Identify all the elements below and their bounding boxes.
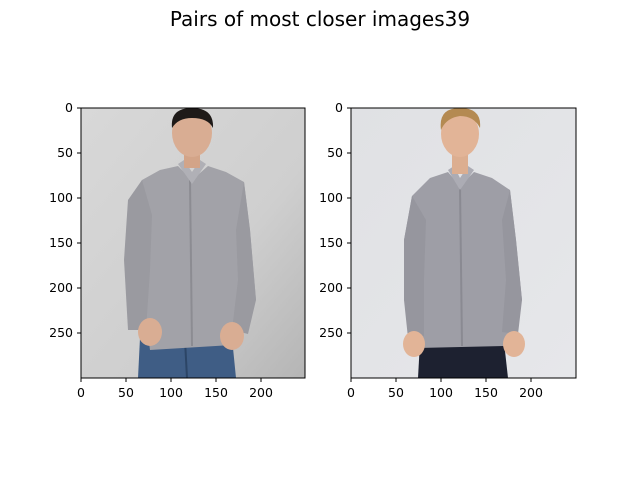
right-xtick-label: 200 xyxy=(519,385,543,400)
left-y-axis: 0 50 100 150 200 250 xyxy=(49,100,81,340)
left-xtick-label: 0 xyxy=(77,385,85,400)
right-xtick-label: 0 xyxy=(347,385,355,400)
left-xtick-label: 100 xyxy=(159,385,183,400)
right-ytick-label: 200 xyxy=(319,280,343,295)
left-xtick-label: 150 xyxy=(204,385,228,400)
left-ytick-label: 100 xyxy=(49,190,73,205)
right-ytick-label: 150 xyxy=(319,235,343,250)
right-ytick-label: 0 xyxy=(335,100,343,115)
left-xtick-label: 200 xyxy=(249,385,273,400)
right-xtick-label: 150 xyxy=(474,385,498,400)
figure-title: Pairs of most closer images39 xyxy=(169,7,471,31)
left-x-axis: 0 50 100 150 200 xyxy=(77,378,273,400)
right-ytick-label: 100 xyxy=(319,190,343,205)
right-y-axis: 0 50 100 150 200 250 xyxy=(319,100,351,340)
left-ytick-label: 0 xyxy=(65,100,73,115)
left-xtick-label: 50 xyxy=(118,385,134,400)
left-ytick-label: 150 xyxy=(49,235,73,250)
left-ytick-label: 50 xyxy=(57,145,73,160)
right-ytick-label: 250 xyxy=(319,325,343,340)
left-ytick-label: 200 xyxy=(49,280,73,295)
left-photo xyxy=(81,108,305,378)
left-ytick-label: 250 xyxy=(49,325,73,340)
right-xtick-label: 100 xyxy=(429,385,453,400)
right-xtick-label: 50 xyxy=(388,385,404,400)
right-ytick-label: 50 xyxy=(327,145,343,160)
right-x-axis: 0 50 100 150 200 xyxy=(347,378,543,400)
right-photo xyxy=(351,108,576,378)
